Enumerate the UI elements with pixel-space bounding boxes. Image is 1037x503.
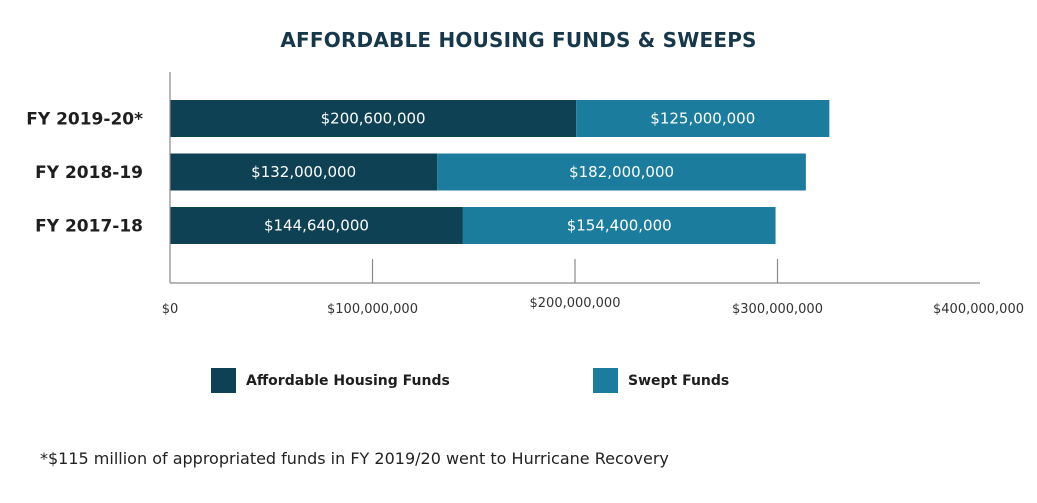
x-tick-label: $0: [162, 302, 179, 317]
category-label: FY 2018-19: [35, 163, 143, 183]
bar-swept-funds-fy-2017-18: [462, 207, 776, 244]
x-tick-label: $300,000,000: [732, 302, 823, 317]
legend-label-swept-funds: Swept Funds: [628, 372, 730, 389]
legend: Affordable Housing Funds Swept Funds: [0, 368, 1037, 398]
x-tick-label: $100,000,000: [327, 302, 418, 317]
bars-group: $200,600,000 $125,000,000 $132,000,000 $182…: [170, 100, 830, 244]
legend-item-swept-funds: Swept Funds: [593, 368, 729, 393]
bar-affordable-housing-funds-fy-2017-18: [170, 207, 463, 244]
bar-value-label: $182,000,000: [569, 163, 674, 181]
legend-swatch-affordable-housing-funds: [211, 368, 236, 393]
category-labels: FY 2019-20* FY 2018-19 FY 2017-18: [26, 110, 143, 237]
legend-swatch-swept-funds: [593, 368, 618, 393]
x-axis: $0 $100,000,000 $200,000,000 $300,000,000 $4…: [162, 72, 1024, 317]
footnote: *$115 million of appropriated funds in F…: [40, 449, 669, 468]
x-tick-label: $200,000,000: [530, 296, 621, 311]
bar-affordable-housing-funds-fy-2018-19: [170, 153, 438, 191]
chart-title: AFFORDABLE HOUSING FUNDS & SWEEPS: [280, 28, 757, 52]
category-label: FY 2019-20*: [26, 110, 143, 130]
bar-affordable-housing-funds-fy-2019-20: [170, 100, 577, 137]
bar-value-label: $144,640,000: [264, 217, 369, 235]
bar-swept-funds-fy-2018-19: [437, 153, 806, 191]
legend-item-affordable-housing-funds: Affordable Housing Funds: [211, 368, 450, 393]
bar-swept-funds-fy-2019-20: [576, 100, 830, 137]
bar-chart: $200,600,000 $125,000,000 $132,000,000 $182…: [26, 72, 1024, 317]
bar-value-label: $154,400,000: [567, 217, 672, 235]
bar-value-label: $200,600,000: [321, 110, 426, 128]
bar-value-label: $125,000,000: [650, 110, 755, 128]
category-label: FY 2017-18: [35, 217, 143, 237]
x-tick-label: $400,000,000: [933, 302, 1024, 317]
bar-value-label: $132,000,000: [251, 163, 356, 181]
legend-label-affordable-housing-funds: Affordable Housing Funds: [246, 372, 450, 389]
